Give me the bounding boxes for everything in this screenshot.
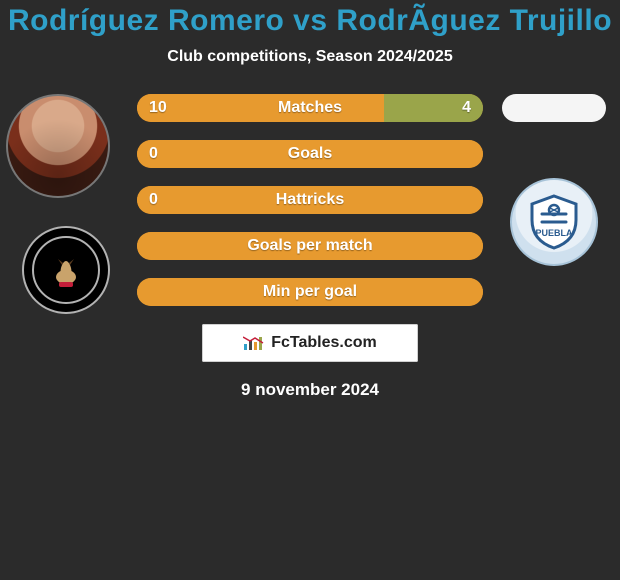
stat-bar: Hattricks0 bbox=[137, 186, 483, 214]
stat-bar-label: Matches bbox=[137, 94, 483, 122]
stat-bar-left-value: 10 bbox=[149, 94, 167, 122]
bar-chart-icon bbox=[243, 335, 265, 351]
card-root: Rodríguez Romero vs RodrÃ­guez Trujillo … bbox=[0, 0, 620, 400]
stat-bar-label: Goals per match bbox=[137, 232, 483, 260]
left-player-column bbox=[6, 94, 126, 314]
stat-bar: Goals per match bbox=[137, 232, 483, 260]
watermark-text: FcTables.com bbox=[271, 334, 377, 352]
right-club-badge: PUEBLA bbox=[510, 178, 598, 266]
subtitle: Club competitions, Season 2024/2025 bbox=[0, 48, 620, 66]
left-club-badge bbox=[22, 226, 110, 314]
stat-bar: Goals0 bbox=[137, 140, 483, 168]
stat-bar-label: Goals bbox=[137, 140, 483, 168]
svg-text:PUEBLA: PUEBLA bbox=[535, 228, 573, 238]
right-player-placeholder bbox=[502, 94, 606, 122]
date-text: 9 november 2024 bbox=[0, 380, 620, 400]
comparison-area: PUEBLA Matches104Goals0Hattricks0Goals p… bbox=[0, 94, 620, 400]
watermark-badge: FcTables.com bbox=[202, 324, 418, 362]
stat-bar-left-value: 0 bbox=[149, 186, 158, 214]
page-title: Rodríguez Romero vs RodrÃ­guez Trujillo bbox=[0, 4, 620, 38]
right-player-column: PUEBLA bbox=[494, 94, 614, 266]
stat-bar-label: Min per goal bbox=[137, 278, 483, 306]
puebla-badge-icon: PUEBLA bbox=[522, 190, 586, 254]
stat-bar-left-value: 0 bbox=[149, 140, 158, 168]
stat-bar: Min per goal bbox=[137, 278, 483, 306]
dog-icon bbox=[43, 247, 89, 293]
left-player-avatar bbox=[6, 94, 110, 198]
stat-bar-right-value: 4 bbox=[462, 94, 471, 122]
stat-bar: Matches10 4 bbox=[137, 94, 483, 122]
stat-bars: Matches104Goals0Hattricks0Goals per matc… bbox=[137, 94, 483, 306]
stat-bar-label: Hattricks bbox=[137, 186, 483, 214]
